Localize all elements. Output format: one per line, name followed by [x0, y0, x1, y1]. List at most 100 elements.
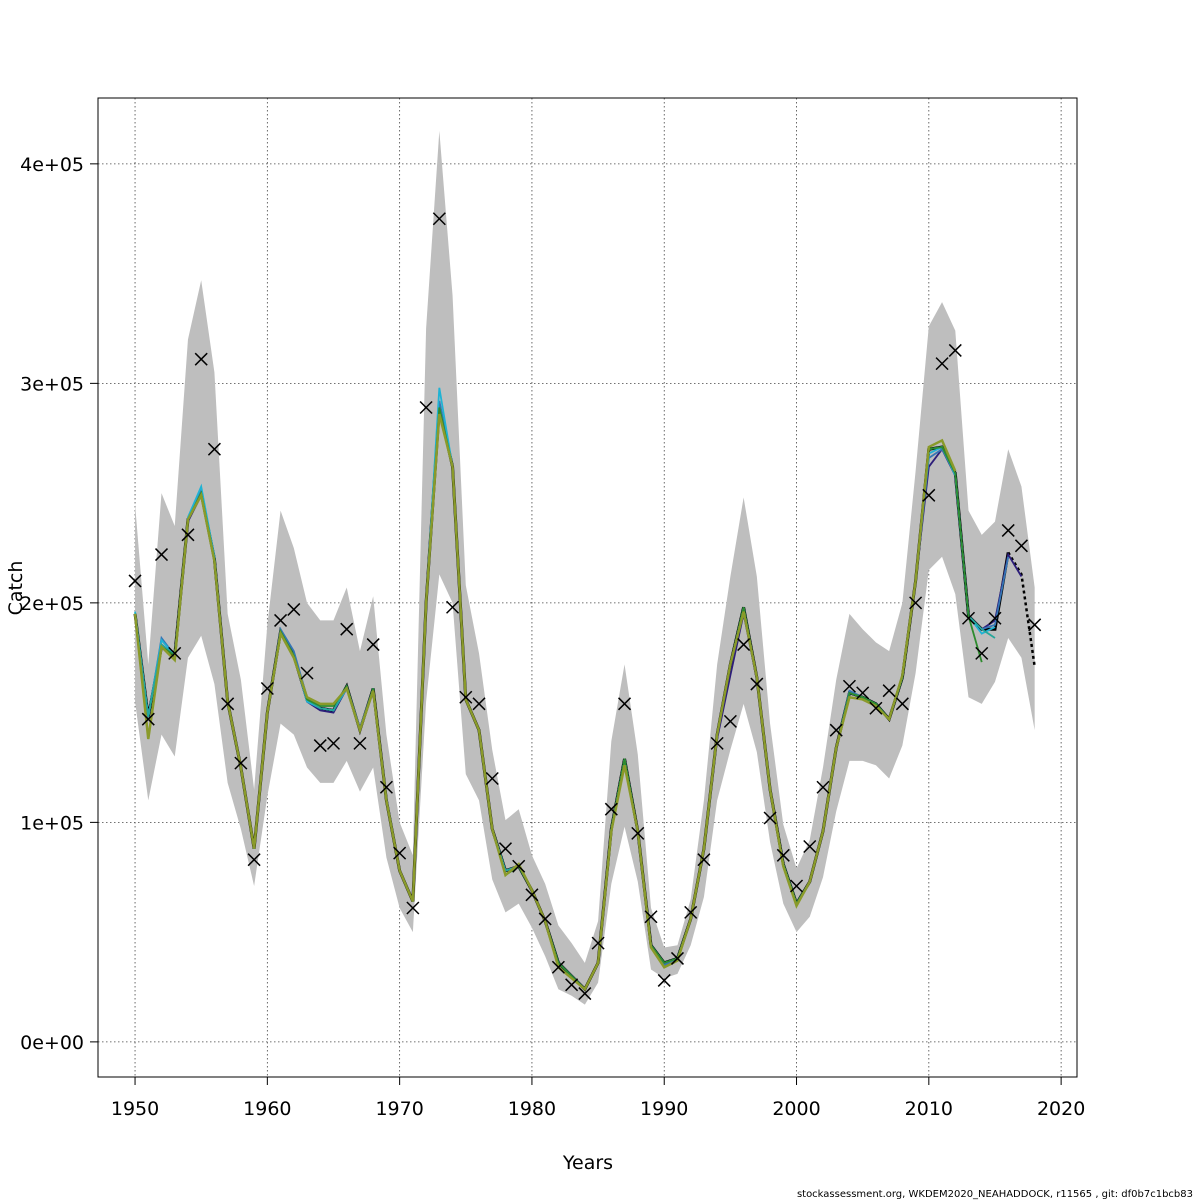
observed-marker-stroke: [287, 602, 301, 616]
observed-marker-stroke: [776, 848, 790, 862]
x-tick-label: 1950: [111, 1098, 159, 1120]
observed-marker: [750, 677, 764, 691]
observed-marker-stroke: [657, 973, 671, 987]
observed-marker: [604, 802, 618, 816]
observed-marker: [419, 400, 433, 415]
observed-marker: [141, 712, 155, 726]
observed-marker: [340, 622, 354, 636]
observed-marker-stroke: [670, 951, 684, 965]
observed-marker-stroke: [419, 400, 433, 415]
plot-frame: [97, 97, 1078, 1078]
observed-marker: [538, 912, 552, 926]
observed-marker-stroke: [869, 701, 883, 715]
observed-marker: [1028, 618, 1042, 632]
observed-marker-stroke: [961, 611, 976, 625]
x-axis: 1950 1960 1970 1980 1990 2000 2010 2020: [111, 1077, 1085, 1120]
observed-marker: [393, 846, 407, 860]
observed-marker-stroke: [750, 677, 764, 691]
observed-marker-stroke: [234, 756, 248, 770]
observed-marker: [221, 697, 235, 711]
observed-marker: [895, 697, 909, 711]
observed-marker: [591, 936, 605, 950]
series-lines: [133, 387, 1036, 992]
y-axis-title: Catch: [5, 561, 27, 616]
observed-marker: [565, 978, 579, 992]
observed-marker-stroke: [366, 638, 380, 652]
observed-marker: [379, 780, 393, 794]
observed-marker: [472, 697, 486, 711]
x-tick-label: 2000: [772, 1098, 820, 1120]
observed-marker-stroke: [485, 771, 499, 786]
observed-marker: [525, 888, 539, 902]
observed-marker: [776, 848, 790, 862]
observed-marker-stroke: [406, 901, 420, 915]
observed-marker: [935, 357, 949, 371]
series-line-6: [133, 413, 957, 992]
observed-marker-stroke: [578, 987, 592, 1001]
observed-marker: [631, 826, 645, 840]
observed-marker-stroke: [763, 811, 777, 825]
observed-marker: [207, 442, 221, 456]
observed-marker: [274, 613, 288, 627]
observed-marker-stroke: [882, 684, 896, 698]
observed-marker: [247, 853, 261, 867]
observed-marker: [1001, 523, 1015, 537]
observed-marker: [551, 960, 565, 974]
y-axis: 0e+00 1e+05 2e+05 3e+05 4e+05: [20, 154, 98, 1054]
observed-marker: [578, 987, 592, 1001]
observed-marker-stroke: [472, 697, 486, 711]
observed-marker: [406, 901, 420, 915]
observed-marker-stroke: [935, 357, 949, 371]
observed-marker: [260, 681, 274, 696]
observed-marker-stroke: [154, 548, 169, 562]
confidence-band-area: [135, 130, 1035, 1005]
series-line-main-projection: [1007, 551, 1036, 667]
observed-marker-stroke: [128, 574, 142, 588]
x-axis-title: Years: [562, 1152, 613, 1174]
observed-marker-stroke: [816, 780, 830, 794]
observed-marker: [446, 600, 460, 614]
observed-marker-stroke: [948, 343, 962, 357]
observed-marker: [168, 646, 182, 660]
observed-marker-stroke: [221, 697, 235, 711]
footer-text: stockassessment.org, WKDEM2020_NEAHADDOC…: [797, 1189, 1193, 1200]
observed-marker-stroke: [498, 842, 513, 856]
observed-marker-stroke: [1001, 523, 1015, 537]
observed-marker: [512, 859, 526, 873]
observed-marker-stroke: [393, 846, 407, 860]
observed-marker-stroke: [1028, 618, 1042, 632]
observed-marker: [234, 756, 248, 770]
observed-marker-stroke: [194, 352, 208, 366]
observed-marker: [975, 646, 989, 660]
observed-marker: [909, 596, 923, 610]
observed-marker: [432, 212, 446, 226]
observed-marker-stroke: [247, 853, 261, 867]
x-tick-label: 1970: [375, 1098, 423, 1120]
observed-marker-stroke: [922, 488, 936, 502]
observed-marker: [498, 842, 513, 856]
y-tick-label: 4e+05: [20, 154, 84, 176]
observed-marker: [737, 638, 751, 652]
observed-marker: [326, 736, 341, 750]
observed-marker: [697, 853, 711, 867]
observed-marker: [684, 905, 698, 919]
x-tick-label: 1960: [243, 1098, 291, 1120]
observed-markers: [128, 212, 1042, 1001]
observed-marker: [723, 714, 737, 728]
observed-marker-stroke: [207, 442, 221, 456]
observed-marker-stroke: [644, 910, 658, 924]
observed-marker: [313, 739, 327, 753]
observed-marker: [300, 666, 314, 680]
observed-marker-stroke: [631, 826, 645, 840]
observed-marker: [961, 611, 976, 625]
x-tick-label: 1980: [508, 1098, 556, 1120]
observed-marker: [670, 951, 684, 965]
observed-marker: [128, 574, 142, 588]
observed-marker: [353, 736, 367, 750]
observed-marker-stroke: [551, 960, 565, 974]
observed-marker-stroke: [856, 686, 870, 700]
observed-marker: [181, 528, 195, 542]
observed-marker: [366, 638, 380, 652]
observed-marker: [154, 548, 169, 562]
